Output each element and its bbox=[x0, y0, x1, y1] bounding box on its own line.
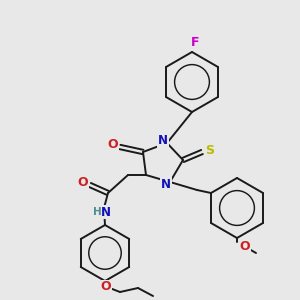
Text: O: O bbox=[101, 280, 111, 293]
Text: S: S bbox=[206, 143, 214, 157]
Text: F: F bbox=[191, 35, 199, 49]
Text: H: H bbox=[93, 207, 101, 217]
Text: N: N bbox=[161, 178, 171, 190]
Text: N: N bbox=[158, 134, 168, 148]
Text: O: O bbox=[240, 239, 250, 253]
Text: N: N bbox=[101, 206, 111, 218]
Text: O: O bbox=[108, 139, 118, 152]
Text: O: O bbox=[78, 176, 88, 190]
